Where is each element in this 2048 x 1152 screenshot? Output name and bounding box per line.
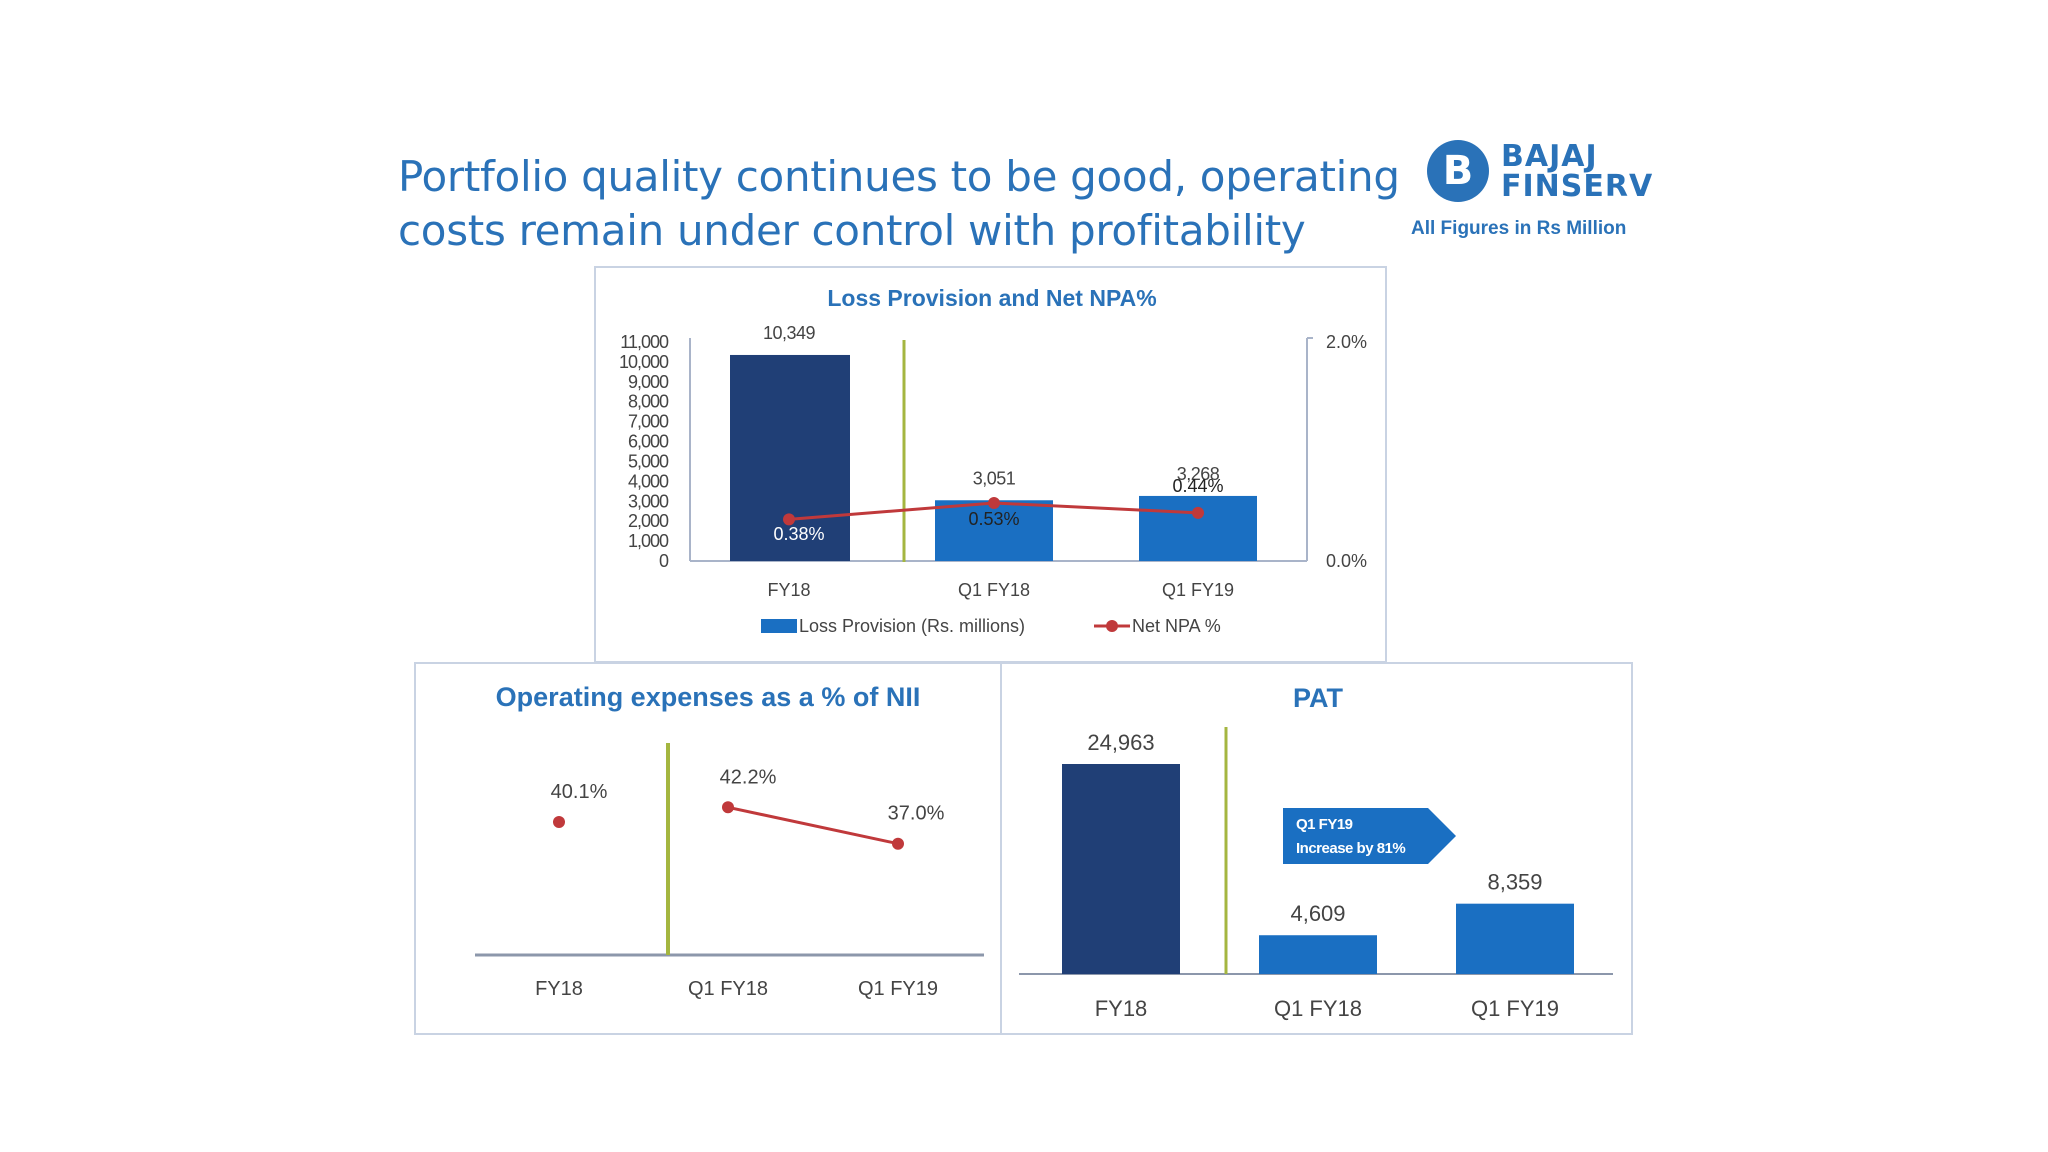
callout-arrow	[1283, 808, 1456, 864]
y-right-tick-label: 2.0%	[1326, 332, 1367, 352]
y-left-tick-label: 4,000	[628, 471, 669, 491]
callout-line-2: Increase by 81%	[1296, 840, 1405, 857]
logo-word-2: FINSERV	[1501, 169, 1654, 204]
net-npa-label: 0.44%	[1172, 476, 1223, 496]
chart-title: Loss Provision and Net NPA%	[827, 285, 1156, 311]
opex-value-label: 40.1%	[551, 781, 608, 803]
y-left-tick-label: 1,000	[628, 531, 669, 551]
y-left-tick-label: 9,000	[628, 372, 669, 392]
opex-chart: Operating expenses as a % of NII 40.1% 42.…	[475, 682, 984, 1000]
page-title-line-1: Portfolio quality continues to be good, …	[398, 152, 1400, 201]
logo-wordmark: BAJAJ FINSERV	[1501, 142, 1653, 202]
y-left-tick-label: 10,000	[619, 352, 669, 372]
logo-word-1: BAJAJ	[1501, 139, 1598, 174]
y-left-tick-label: 6,000	[628, 432, 669, 452]
net-npa-point	[783, 513, 795, 526]
opex-point	[892, 837, 904, 850]
pat-value-label: 8,359	[1487, 870, 1542, 895]
net-npa-label: 0.53%	[968, 509, 1019, 529]
logo-mark-icon: B	[1427, 140, 1489, 202]
bar-value-label: 10,349	[763, 323, 816, 343]
x-tick-label: Q1 FY18	[958, 580, 1030, 600]
opex-value-label: 42.2%	[720, 766, 777, 788]
callout-line-1: Q1 FY19	[1296, 816, 1353, 833]
pat-bar	[1259, 935, 1377, 974]
y-left-tick-label: 0	[659, 551, 669, 571]
loss-provision-bar	[730, 354, 850, 561]
legend-line-marker	[1106, 620, 1118, 632]
x-tick-label: Q1 FY18	[688, 978, 768, 1000]
legend-line-label: Net NPA %	[1132, 616, 1221, 636]
pat-chart: PAT 24,963 4,609 8,359 FY18 Q1 FY18 Q1 FY19 Q1 …	[1019, 683, 1613, 1021]
net-npa-point	[988, 496, 1000, 509]
pat-bar	[1062, 764, 1180, 974]
y-left-tick-label: 7,000	[628, 412, 669, 432]
x-tick-label: FY18	[1095, 996, 1148, 1021]
pat-value-label: 24,963	[1087, 730, 1154, 755]
page-title: Portfolio quality continues to be good, …	[398, 150, 1400, 258]
x-tick-label: Q1 FY18	[1274, 996, 1362, 1021]
opex-line-segment	[727, 805, 899, 846]
opex-value-label: 37.0%	[888, 803, 945, 825]
net-npa-point	[1192, 506, 1204, 519]
bar-value-label: 3,268	[1177, 464, 1220, 484]
net-npa-label: 0.38%	[773, 524, 824, 544]
loss-provision-panel: Loss Provision and Net NPA% 11,000 10,000 9…	[594, 266, 1387, 663]
legend-bar-swatch	[761, 619, 797, 633]
figures-note: All Figures in Rs Million	[1411, 218, 1627, 239]
y-left-tick-label: 11,000	[620, 332, 669, 352]
opex-point	[722, 801, 734, 814]
page-title-line-2: costs remain under control with profitab…	[398, 206, 1306, 255]
x-tick-label: FY18	[535, 978, 583, 1000]
opex-point	[553, 816, 565, 828]
y-left-tick-label: 3,000	[628, 491, 669, 511]
x-tick-label: Q1 FY19	[1471, 996, 1559, 1021]
pat-value-label: 4,609	[1290, 901, 1345, 926]
x-tick-label: Q1 FY19	[858, 978, 938, 1000]
x-tick-label: Q1 FY19	[1162, 580, 1234, 600]
y-left-tick-label: 8,000	[628, 392, 669, 412]
pat-bar	[1456, 903, 1574, 974]
y-left-tick-label: 2,000	[628, 511, 669, 531]
y-left-tick-label: 5,000	[628, 451, 669, 471]
x-tick-label: FY18	[767, 580, 810, 600]
y-right-tick-label: 0.0%	[1326, 551, 1367, 571]
chart-title: PAT	[1293, 683, 1343, 713]
legend-bar-label: Loss Provision (Rs. millions)	[799, 616, 1025, 636]
chart-title: Operating expenses as a % of NII	[496, 682, 921, 712]
opex-panel: Operating expenses as a % of NII 40.1% 42.…	[414, 662, 1002, 1035]
loss-provision-bar	[935, 500, 1053, 561]
bajaj-finserv-logo: B BAJAJ FINSERV	[1425, 138, 1665, 208]
pat-panel: PAT 24,963 4,609 8,359 FY18 Q1 FY18 Q1 FY19 Q1 …	[1000, 662, 1633, 1035]
loss-provision-bar	[1139, 495, 1257, 561]
loss-provision-chart: Loss Provision and Net NPA% 11,00010,0009…	[619, 285, 1367, 636]
bar-value-label: 3,051	[973, 468, 1016, 488]
